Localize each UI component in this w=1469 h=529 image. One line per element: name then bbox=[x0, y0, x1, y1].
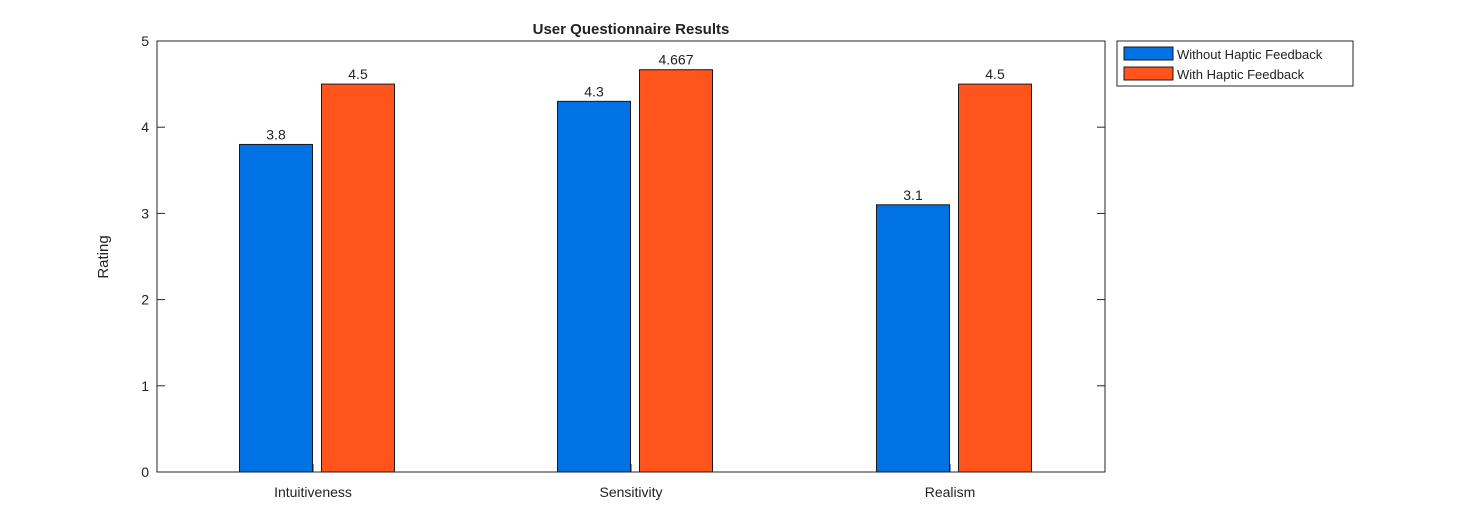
data-label: 4.667 bbox=[658, 52, 693, 68]
bar-without-haptic bbox=[876, 204, 950, 473]
y-tick-label: 1 bbox=[141, 378, 149, 394]
legend: Without Haptic Feedback With Haptic Feedb… bbox=[1116, 40, 1354, 87]
data-label: 3.1 bbox=[903, 187, 923, 203]
x-tick-label: Intuitiveness bbox=[274, 484, 352, 500]
y-axis-label: Rating bbox=[95, 235, 112, 278]
bar-with-haptic bbox=[639, 69, 713, 473]
bar-without-haptic bbox=[557, 100, 631, 473]
data-label: 4.5 bbox=[985, 66, 1005, 82]
bar-without-haptic bbox=[239, 143, 313, 473]
chart-title: User Questionnaire Results bbox=[533, 21, 730, 38]
bar-with-haptic bbox=[321, 83, 395, 473]
data-label: 4.3 bbox=[584, 83, 604, 99]
data-label: 3.8 bbox=[266, 126, 286, 142]
data-label: 4.5 bbox=[348, 66, 368, 82]
y-tick-label: 2 bbox=[141, 292, 149, 308]
legend-swatch bbox=[1123, 66, 1174, 81]
legend-label: With Haptic Feedback bbox=[1177, 67, 1305, 82]
x-tick-label: Sensitivity bbox=[599, 484, 662, 500]
y-tick-label: 3 bbox=[141, 205, 149, 221]
y-tick-label: 5 bbox=[141, 33, 149, 49]
x-tick-label: Realism bbox=[925, 484, 976, 500]
legend-swatch bbox=[1123, 46, 1174, 61]
y-tick-label: 0 bbox=[141, 464, 149, 480]
bar-with-haptic bbox=[958, 83, 1032, 473]
y-tick-label: 4 bbox=[141, 119, 149, 135]
plot-area: 0 1 2 3 4 5 Intuitiveness 3.8 4.5 Sensitivity 4.3 4… bbox=[141, 33, 1106, 500]
legend-label: Without Haptic Feedback bbox=[1177, 47, 1323, 62]
